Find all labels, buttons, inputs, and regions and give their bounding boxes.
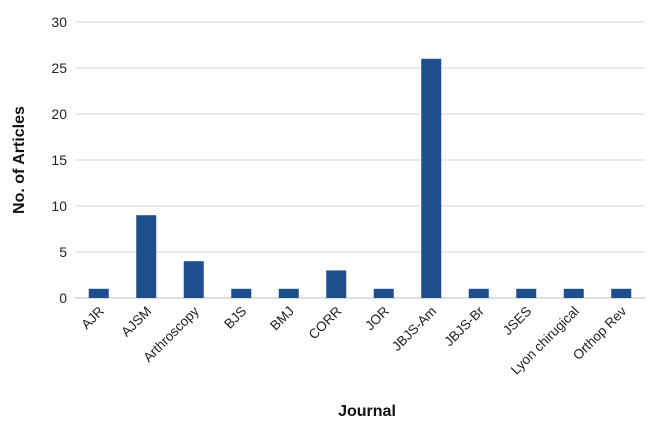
bar (231, 288, 252, 298)
x-tick-label: AJSM (118, 304, 154, 340)
y-tick-label: 0 (59, 290, 67, 306)
bar (326, 270, 347, 298)
x-tick-label: JBJS-Br (441, 303, 487, 349)
x-tick-label: BMJ (267, 304, 297, 334)
y-axis-ticks: 0 5 10 15 20 25 30 (51, 14, 67, 306)
bar (183, 261, 204, 298)
bar (468, 288, 489, 298)
x-tick-label: JSES (500, 304, 534, 338)
y-tick-label: 20 (51, 106, 67, 122)
y-axis-title: No. of Articles (11, 106, 28, 214)
bar (611, 288, 632, 298)
x-tick-label: AJR (78, 303, 107, 332)
y-tick-label: 30 (51, 14, 67, 30)
bar (563, 288, 584, 298)
bar (136, 215, 157, 298)
x-tick-label: BJS (221, 304, 249, 332)
bar (278, 288, 299, 298)
y-tick-label: 25 (51, 60, 67, 76)
bars (88, 58, 632, 298)
x-tick-label: CORR (306, 303, 345, 342)
x-tick-label: JOR (362, 303, 392, 333)
bar (88, 288, 109, 298)
y-tick-label: 5 (59, 244, 67, 260)
x-tick-label: JBJS-Am (389, 304, 439, 354)
bar (516, 288, 537, 298)
x-axis-title: Journal (338, 403, 396, 420)
y-tick-label: 10 (51, 198, 67, 214)
bar (421, 58, 442, 298)
bar (373, 288, 394, 298)
y-tick-label: 15 (51, 152, 67, 168)
gridlines (75, 21, 645, 299)
